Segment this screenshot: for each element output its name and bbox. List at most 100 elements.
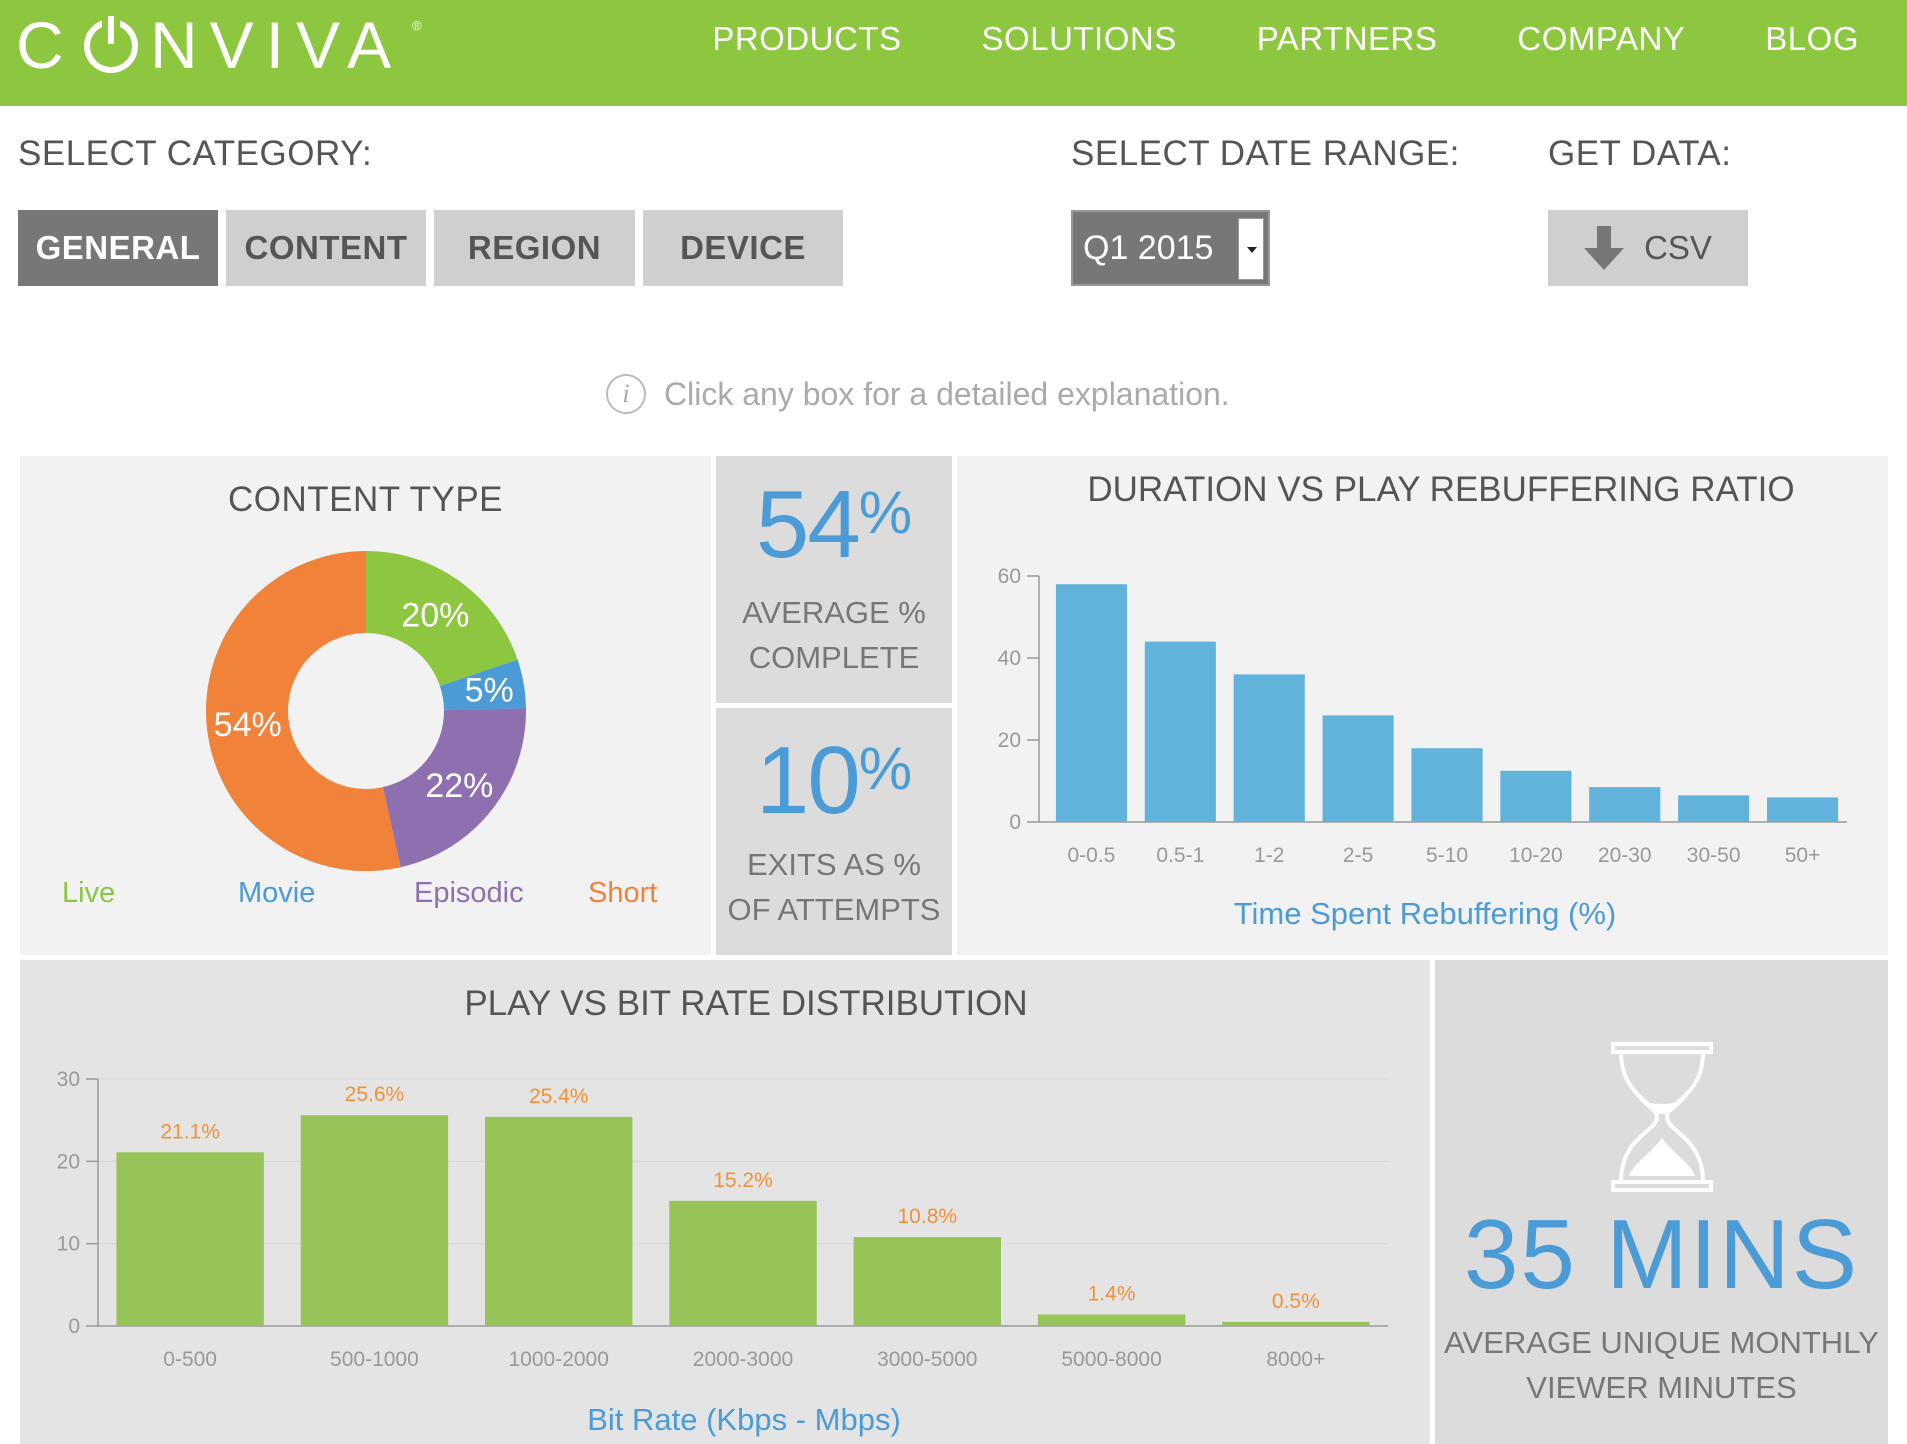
date-range-select[interactable]: Q1 2015 bbox=[1071, 210, 1270, 286]
exits-caption: EXITS AS % OF ATTEMPTS bbox=[727, 847, 941, 927]
rebuffering-bar-chart: DURATION VS PLAY REBUFFERING RATIO 0 20 40 6… bbox=[998, 470, 1847, 931]
conviva-logo-mark: C NVIVA bbox=[16, 10, 403, 80]
nav-partners[interactable]: PARTNERS bbox=[1256, 20, 1438, 57]
data-label: 25.6% bbox=[345, 1083, 405, 1106]
bar-0.5-1 bbox=[1144, 641, 1216, 822]
donut-label-live: 20% bbox=[401, 596, 469, 634]
y-tick-label: 20 bbox=[57, 1150, 80, 1173]
legend-movie: Movie bbox=[238, 877, 316, 909]
x-axis-label: Bit Rate (Kbps - Mbps) bbox=[587, 1402, 901, 1437]
rebuffering-panel[interactable]: DURATION VS PLAY REBUFFERING RATIO 0 20 40 6… bbox=[957, 456, 1888, 955]
bar-50+ bbox=[1767, 797, 1839, 822]
average-complete-value: 54% bbox=[755, 471, 913, 578]
bitrate-bar-chart: PLAY VS BIT RATE DISTRIBUTION 0 10 20 30 0-50… bbox=[57, 984, 1388, 1437]
info-icon: i bbox=[606, 374, 646, 414]
donut-slice-episodic bbox=[382, 708, 526, 868]
logo-letters-nviva: NVIVA bbox=[150, 10, 403, 80]
data-label: 25.4% bbox=[529, 1085, 589, 1108]
bar-2-5 bbox=[1322, 715, 1394, 822]
category-general-button[interactable]: GENERAL bbox=[18, 210, 218, 286]
y-tick-label: 0 bbox=[68, 1315, 80, 1338]
content-type-panel[interactable]: CONTENT TYPE 20% 5% 22% 54% Live Movie Epis… bbox=[20, 456, 711, 955]
get-data-label: GET DATA: bbox=[1548, 134, 1732, 173]
nav-products[interactable]: PRODUCTS bbox=[712, 20, 902, 57]
viewer-minutes-panel[interactable]: 35 MINS AVERAGE UNIQUE MONTHLY VIEWER MIN… bbox=[1435, 960, 1888, 1444]
x-tick-label: 3000-5000 bbox=[877, 1348, 977, 1371]
chart-title: PLAY VS BIT RATE DISTRIBUTION bbox=[464, 984, 1027, 1023]
viewer-minutes-value: 35 MINS bbox=[1463, 1199, 1860, 1309]
download-arrow-icon bbox=[1584, 226, 1625, 270]
bar-8000+ bbox=[1222, 1321, 1370, 1326]
x-tick-label: 10-20 bbox=[1509, 844, 1563, 867]
bar-1000-2000 bbox=[485, 1116, 633, 1326]
category-content-button[interactable]: CONTENT bbox=[226, 210, 426, 286]
average-complete-caption: AVERAGE % COMPLETE bbox=[742, 595, 926, 675]
legend-episodic: Episodic bbox=[414, 877, 524, 909]
nav-solutions[interactable]: SOLUTIONS bbox=[981, 20, 1177, 57]
exits-value: 10% bbox=[755, 727, 913, 834]
donut-label-movie: 5% bbox=[465, 672, 514, 710]
x-tick-label: 0-0.5 bbox=[1068, 844, 1116, 867]
donut-slice-short bbox=[206, 551, 401, 871]
donut-slice-movie bbox=[439, 659, 526, 710]
x-axis-label: Time Spent Rebuffering (%) bbox=[1234, 896, 1617, 931]
y-tick-label: 20 bbox=[998, 729, 1021, 752]
category-region-button[interactable]: REGION bbox=[434, 210, 635, 286]
y-tick-label: 40 bbox=[998, 647, 1021, 670]
content-type-title: CONTENT TYPE bbox=[227, 480, 504, 519]
y-tick-label: 0 bbox=[1009, 811, 1021, 834]
date-range-value: Q1 2015 bbox=[1083, 228, 1214, 267]
x-tick-label: 2000-3000 bbox=[693, 1348, 793, 1371]
dropdown-arrow-icon[interactable] bbox=[1238, 218, 1264, 280]
csv-label: CSV bbox=[1644, 229, 1712, 266]
category-device-button[interactable]: DEVICE bbox=[643, 210, 843, 286]
data-label: 0.5% bbox=[1272, 1290, 1320, 1313]
chart-title: DURATION VS PLAY REBUFFERING RATIO bbox=[1087, 470, 1794, 509]
bar-0-0.5 bbox=[1055, 584, 1127, 822]
download-csv-button[interactable]: CSV bbox=[1548, 210, 1748, 286]
bar-5-10 bbox=[1411, 748, 1483, 822]
donut-label-episodic: 22% bbox=[425, 767, 493, 805]
bar-1-2 bbox=[1233, 674, 1305, 822]
conviva-logo[interactable]: C NVIVA bbox=[16, 10, 436, 80]
hourglass-icon bbox=[1611, 1042, 1713, 1192]
content-type-donut-chart: 20% 5% 22% 54% bbox=[206, 551, 526, 871]
bar-2000-3000 bbox=[669, 1200, 817, 1326]
data-label: 10.8% bbox=[898, 1205, 958, 1228]
nav-company[interactable]: COMPANY bbox=[1517, 20, 1686, 57]
logo-letter-c: C bbox=[16, 10, 74, 80]
x-tick-label: 20-30 bbox=[1598, 844, 1652, 867]
average-complete-panel[interactable]: 54% AVERAGE % COMPLETE bbox=[716, 456, 952, 703]
x-tick-label: 2-5 bbox=[1343, 844, 1373, 867]
y-tick-label: 10 bbox=[57, 1233, 80, 1256]
hint-row: i Click any box for a detailed explanati… bbox=[606, 374, 1230, 414]
x-tick-label: 8000+ bbox=[1266, 1348, 1325, 1371]
x-tick-label: 5-10 bbox=[1426, 844, 1468, 867]
bar-30-50 bbox=[1678, 795, 1750, 822]
bar-5000-8000 bbox=[1037, 1314, 1186, 1326]
donut-label-short: 54% bbox=[214, 706, 282, 744]
x-tick-label: 5000-8000 bbox=[1061, 1348, 1161, 1371]
nav-blog[interactable]: BLOG bbox=[1765, 20, 1859, 57]
main-nav: PRODUCTS SOLUTIONS PARTNERS COMPANY BLOG bbox=[632, 20, 1859, 58]
x-tick-label: 500-1000 bbox=[330, 1348, 419, 1371]
top-nav-bar: C NVIVA ® PRODUCTS SOLUTIONS PARTNERS CO… bbox=[0, 0, 1907, 106]
x-tick-label: 0.5-1 bbox=[1156, 844, 1204, 867]
exits-panel[interactable]: 10% EXITS AS % OF ATTEMPTS bbox=[716, 708, 952, 955]
x-tick-label: 1000-2000 bbox=[508, 1348, 608, 1371]
donut-slice-live bbox=[366, 551, 518, 686]
data-label: 1.4% bbox=[1088, 1282, 1136, 1305]
y-tick-label: 60 bbox=[998, 565, 1021, 588]
viewer-minutes-caption: AVERAGE UNIQUE MONTHLY VIEWER MINUTES bbox=[1444, 1325, 1879, 1405]
bar-0-500 bbox=[116, 1152, 264, 1326]
bar-500-1000 bbox=[300, 1115, 449, 1326]
x-tick-label: 50+ bbox=[1785, 844, 1821, 867]
bitrate-panel[interactable]: PLAY VS BIT RATE DISTRIBUTION 0 10 20 30 0-50… bbox=[20, 960, 1430, 1444]
y-tick-label: 30 bbox=[57, 1068, 80, 1091]
x-tick-label: 1-2 bbox=[1254, 844, 1284, 867]
legend-live: Live bbox=[62, 877, 116, 909]
bar-3000-5000 bbox=[853, 1237, 1001, 1326]
bar-20-30 bbox=[1589, 787, 1661, 822]
x-tick-label: 30-50 bbox=[1687, 844, 1741, 867]
data-label: 21.1% bbox=[160, 1120, 220, 1143]
